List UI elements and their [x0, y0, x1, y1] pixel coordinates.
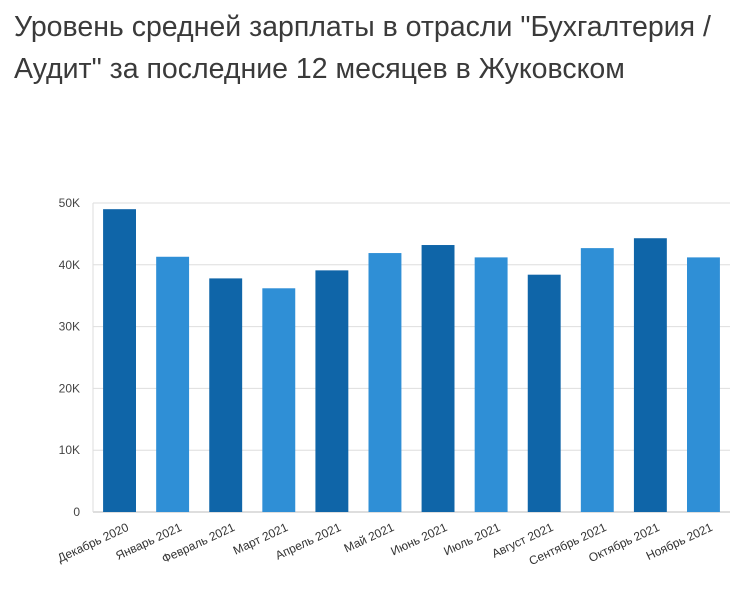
y-tick-label: 20K [59, 381, 80, 395]
bar [103, 209, 136, 512]
bar [421, 245, 455, 513]
bar [580, 248, 614, 512]
bar [209, 278, 243, 512]
x-tick-label: Май 2021 [342, 520, 397, 555]
bar [156, 256, 190, 512]
bar [687, 257, 720, 512]
bar [474, 257, 508, 512]
bar [368, 253, 402, 513]
bar [527, 274, 561, 512]
y-tick-label: 30K [59, 320, 80, 334]
gridlines [92, 202, 730, 513]
y-tick-label: 40K [59, 258, 80, 272]
y-tick-label: 50K [59, 196, 80, 210]
bar [633, 238, 667, 512]
x-tick-label: Июнь 2021 [389, 520, 450, 558]
bars [103, 209, 720, 513]
chart-title: Уровень средней зарплаты в отрасли "Бухг… [14, 11, 711, 85]
y-tick-label: 0 [73, 505, 80, 519]
y-axis-ticks: 0 10K 20K 30K 40K 50K [59, 196, 81, 519]
y-tick-label: 10K [59, 443, 80, 457]
bar [315, 270, 349, 512]
bar [262, 288, 296, 512]
